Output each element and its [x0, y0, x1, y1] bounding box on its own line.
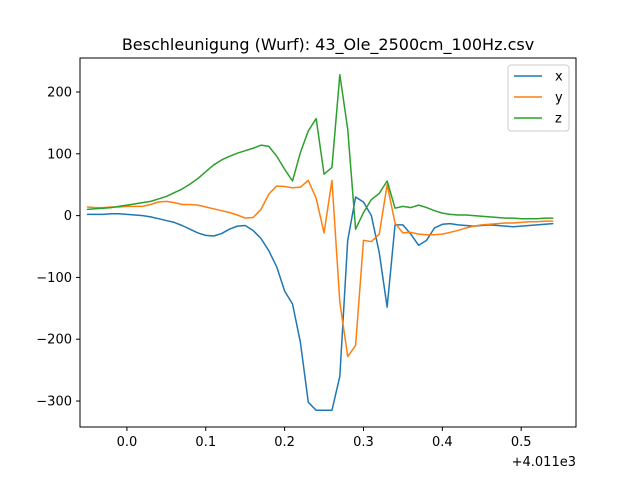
legend-label-y: y	[555, 91, 563, 106]
x-axis: 0.0 0.1 0.2 0.3 0.4 0.5	[117, 427, 532, 450]
x-tick-label: 0.4	[432, 435, 453, 450]
legend-box	[507, 64, 570, 132]
series-layer	[86, 73, 554, 412]
x-tick-label: 0.3	[353, 435, 374, 450]
x-tick-label: 0.0	[117, 435, 138, 450]
y-tick-label: −100	[36, 271, 72, 286]
legend-label-z: z	[555, 112, 562, 127]
x-tick-label: 0.5	[511, 435, 532, 450]
y-tick-label: −300	[36, 395, 72, 410]
chart-title: Beschleunigung (Wurf): 43_Ole_2500cm_100…	[122, 35, 534, 55]
y-tick-label: 100	[47, 147, 72, 162]
plot-area	[79, 57, 577, 428]
y-tick-label: −200	[36, 333, 72, 348]
y-tick-label: 200	[47, 85, 72, 100]
x-tick-label: 0.1	[195, 435, 216, 450]
x-tick-label: 0.2	[274, 435, 295, 450]
legend-label-x: x	[555, 70, 563, 85]
y-axis: −300 −200 −100 0 100 200	[36, 85, 80, 410]
series-line-z	[86, 73, 554, 230]
y-tick-label: 0	[64, 209, 72, 224]
legend: xyz	[507, 64, 570, 132]
x-offset-label: +4.011e3	[512, 455, 576, 470]
axes-frame	[79, 57, 577, 428]
series-line-y	[86, 179, 554, 358]
axes-background	[80, 58, 576, 427]
